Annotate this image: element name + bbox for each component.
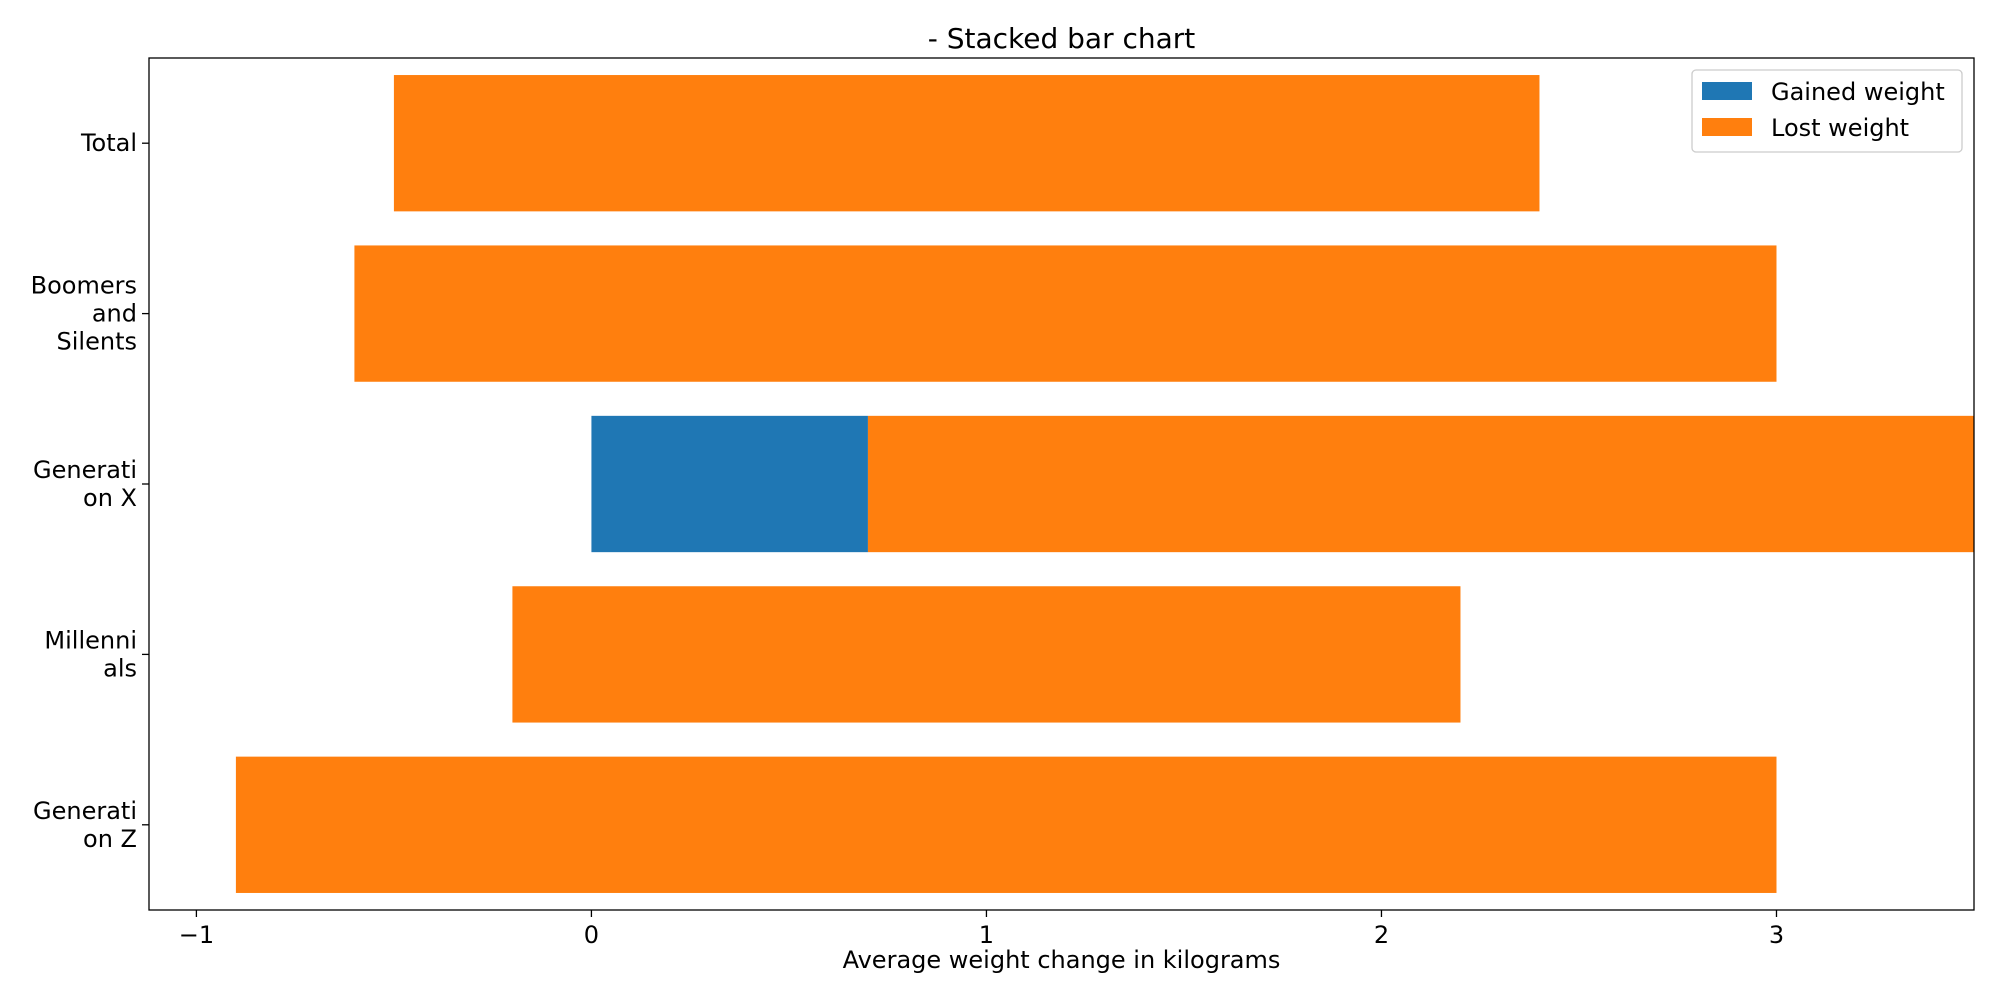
legend-box	[1691, 69, 1963, 153]
y-tick-label: Boomers and Silents	[31, 272, 137, 356]
bar-lost-4	[235, 756, 1777, 893]
legend-label: Lost weight	[1771, 114, 1909, 142]
y-tick-label: Millenni als	[44, 626, 137, 682]
bar-lost-1	[354, 245, 1777, 382]
chart-title: - Stacked bar chart	[928, 22, 1196, 55]
legend-swatch	[1702, 118, 1752, 136]
bar-lost-3	[512, 586, 1461, 723]
x-axis-label: Average weight change in kilograms	[843, 946, 1281, 974]
legend: Gained weight Lost weight	[1691, 69, 1963, 153]
x-tick-label: 1	[979, 921, 994, 949]
bars-group	[235, 75, 1974, 893]
y-tick-label: Total	[80, 129, 137, 157]
bar-lost-2	[867, 415, 1974, 553]
legend-label: Gained weight	[1771, 78, 1945, 106]
bar-lost-0	[393, 75, 1540, 212]
x-tick-label: 0	[584, 921, 599, 949]
y-tick-label: Generati on X	[33, 456, 137, 512]
bar-gained-2	[591, 415, 868, 553]
x-tick-label: 3	[1769, 921, 1784, 949]
x-tick-label: 2	[1374, 921, 1389, 949]
x-tick-label: −1	[179, 921, 214, 949]
y-tick-label: Generati on Z	[33, 797, 137, 853]
legend-swatch	[1702, 82, 1752, 100]
